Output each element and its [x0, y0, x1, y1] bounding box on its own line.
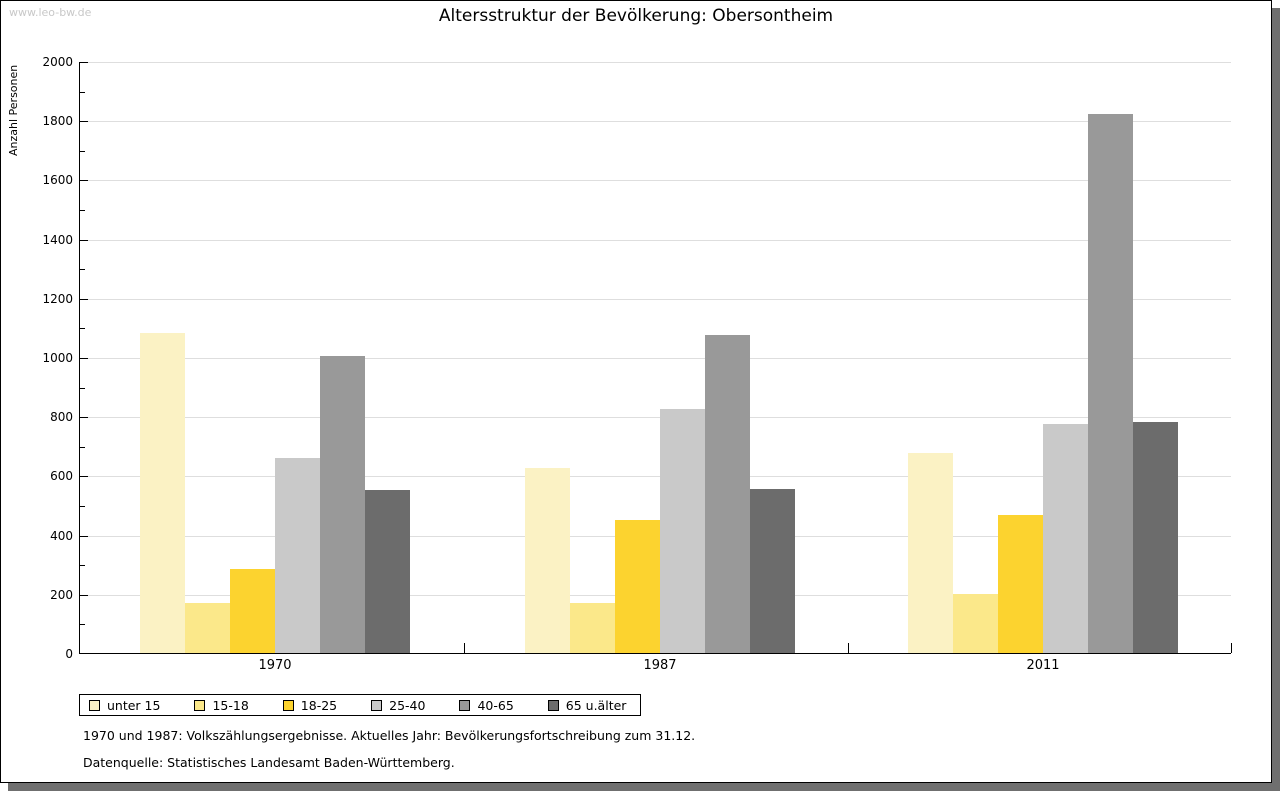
y-axis-label-1600: 1600: [42, 173, 73, 188]
bar-1970-25-40: [275, 457, 320, 653]
plot-area: 0 200 400 600 800 1000 1200 1400 1600 1800 2000 197…: [42, 55, 1232, 673]
y-major-tick-1400: [80, 239, 88, 241]
legend-item-unter-15: unter 15: [89, 698, 160, 713]
bar-2011-15-18: [953, 593, 998, 653]
bar-1970-15-18: [185, 602, 230, 653]
legend-item-18-25: 18-25: [282, 697, 338, 713]
y-major-tick-400: [80, 535, 88, 537]
legend-label: 15-18: [212, 697, 249, 713]
y-axis-label-800: 800: [50, 410, 73, 425]
legend-swatch: [547, 699, 559, 711]
bar-1970-unter-15: [140, 333, 185, 653]
y-major-tick-800: [80, 417, 88, 419]
y-major-tick-600: [80, 476, 88, 478]
legend-item-25-40: 25-40: [371, 698, 425, 713]
legend-swatch: [194, 699, 206, 711]
y-minor-tick-500: [80, 506, 85, 507]
y-axis-label-0: 0: [65, 647, 73, 661]
legend: unter 15 15-18 18-25 25-40 40-65 65 u.älter: [79, 694, 641, 716]
y-major-tick-1000: [80, 358, 88, 359]
bar-1987-18-25: [615, 519, 660, 653]
legend-label: 65 u.älter: [565, 697, 627, 713]
y-major-tick-1600: [80, 180, 88, 182]
bar-1987-15-18: [570, 602, 615, 653]
y-minor-tick-700: [80, 446, 85, 448]
legend-swatch: [282, 699, 294, 711]
legend-label: 25-40: [389, 697, 426, 713]
x-axis-tick-1: [848, 643, 849, 653]
gridline-y600: [80, 476, 1231, 478]
legend-swatch: [459, 699, 471, 711]
y-minor-tick-1100: [80, 328, 85, 330]
y-major-tick-1200: [80, 298, 88, 300]
bar-2011-40-65: [1088, 114, 1133, 653]
x-axis-label-2011: 2011: [1026, 658, 1060, 673]
y-axis-label-1000: 1000: [42, 351, 73, 365]
footnote-dataquelle: Datenquelle: Statistisches Landesamt Bad…: [83, 755, 455, 770]
x-axis-tick-0: [464, 643, 465, 653]
gridline-y1800: [80, 121, 1231, 123]
y-major-tick-200: [80, 594, 88, 596]
gridline-y2000: [80, 62, 1231, 63]
bar-2011-25-40: [1043, 423, 1088, 653]
y-axis-label-600: 600: [50, 469, 73, 484]
legend-swatch: [371, 699, 383, 711]
y-axis-label-400: 400: [50, 528, 73, 543]
legend-item-40-65: 40-65: [459, 697, 514, 713]
footnote-sources: 1970 und 1987: Volkszählungsergebnisse. …: [83, 728, 696, 743]
legend-swatch: [89, 699, 100, 711]
y-minor-tick-1300: [80, 269, 85, 271]
y-major-tick-1800: [80, 121, 88, 123]
bar-1987-25-40: [660, 408, 705, 653]
bar-2011-18-25: [998, 515, 1043, 653]
gridline-y1000: [80, 358, 1231, 359]
x-axis-label-1987: 1987: [643, 658, 677, 673]
legend-label: unter 15: [107, 697, 161, 713]
legend-label: 40-65: [477, 697, 514, 713]
bar-1970-18-25: [230, 568, 275, 653]
y-minor-tick-900: [80, 387, 85, 389]
x-axis-label-1970: 1970: [258, 658, 292, 673]
y-major-tick-2000: [80, 62, 88, 63]
gridline-y1200: [80, 298, 1231, 300]
gridline-y800: [80, 417, 1231, 419]
bar-1970-40-65: [320, 355, 365, 653]
bar-1987-65-u.älter: [750, 488, 795, 653]
gridline-y1400: [80, 239, 1231, 241]
gridline-y1600: [80, 180, 1231, 182]
y-axis-title: Anzahl Personen: [7, 64, 20, 156]
y-axis-label-200: 200: [50, 587, 73, 602]
bar-1987-40-65: [705, 334, 750, 653]
bar-2011-unter-15: [908, 453, 953, 653]
bar-1970-65-u.älter: [365, 490, 410, 653]
y-axis-label-1400: 1400: [42, 232, 73, 247]
y-minor-tick-1500: [80, 210, 85, 211]
x-axis-tick-2: [1231, 643, 1232, 653]
watermark: www.leo-bw.de: [9, 6, 92, 19]
legend-item-15-18: 15-18: [194, 697, 249, 713]
y-axis-label-1200: 1200: [42, 291, 73, 306]
legend-item-65-u.älter: 65 u.älter: [547, 697, 627, 713]
y-axis-label-2000: 2000: [42, 55, 73, 69]
bar-2011-65-u.älter: [1133, 422, 1178, 653]
y-minor-tick-100: [80, 624, 85, 626]
chart-title: Altersstruktur der Bevölkerung: Obersont…: [438, 6, 834, 26]
y-minor-tick-1700: [80, 150, 85, 152]
y-axis-label-1800: 1800: [42, 114, 73, 129]
y-minor-tick-1900: [80, 91, 85, 93]
bar-1987-unter-15: [525, 468, 570, 653]
y-minor-tick-300: [80, 565, 85, 567]
legend-label: 18-25: [300, 697, 338, 713]
